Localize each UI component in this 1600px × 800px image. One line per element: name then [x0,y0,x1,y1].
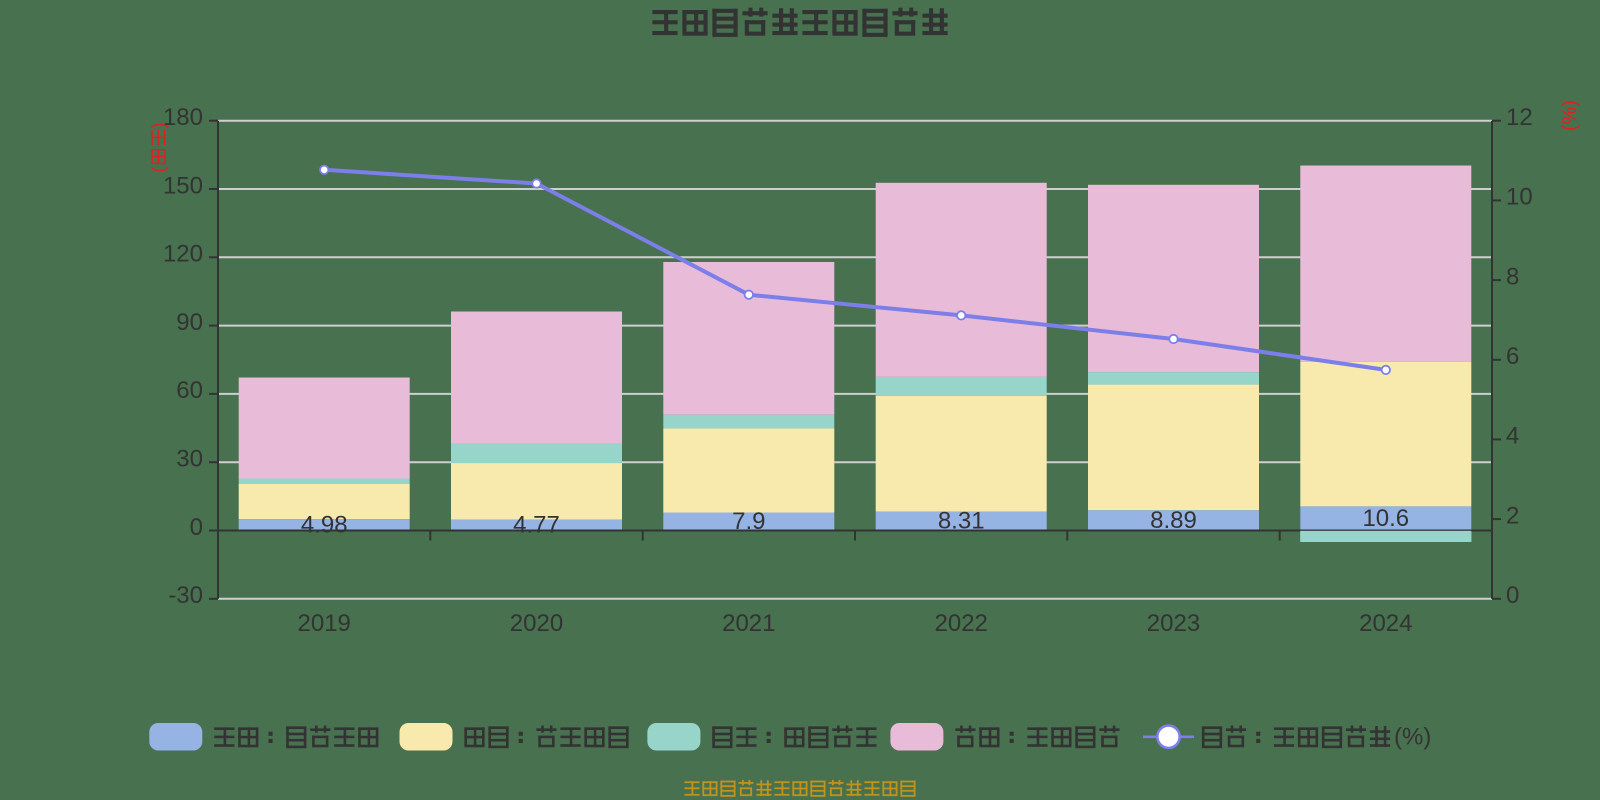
svg-text:2023: 2023 [1147,610,1200,637]
svg-text:): ) [149,123,169,129]
svg-text:8.31: 8.31 [938,508,985,535]
svg-text:12: 12 [1506,104,1533,131]
svg-text:0: 0 [190,514,203,541]
svg-text:10.6: 10.6 [1362,505,1409,532]
svg-text:60: 60 [176,377,203,404]
svg-text:30: 30 [176,446,203,473]
svg-text:10: 10 [1506,184,1533,211]
svg-text:2: 2 [1506,502,1519,529]
svg-text:7.9: 7.9 [732,508,765,535]
svg-text:2021: 2021 [722,610,775,637]
svg-text:4.77: 4.77 [513,512,560,539]
svg-text:8: 8 [1506,263,1519,290]
svg-text:90: 90 [176,309,203,336]
svg-text:6: 6 [1506,343,1519,370]
svg-text:2020: 2020 [510,610,563,637]
svg-text:120: 120 [163,241,203,268]
svg-text:2019: 2019 [298,610,351,637]
svg-text:2024: 2024 [1359,610,1412,637]
svg-text:-30: -30 [168,582,203,609]
svg-text:4.98: 4.98 [301,511,348,538]
svg-text:(%): (%) [1559,100,1581,131]
svg-text:4: 4 [1506,423,1519,450]
svg-text:8.89: 8.89 [1150,507,1197,534]
svg-text:(: ( [149,167,169,173]
svg-text:(%): (%) [1394,723,1431,750]
svg-text:150: 150 [163,172,203,199]
svg-text:180: 180 [163,104,203,131]
svg-text:2022: 2022 [935,610,988,637]
svg-text:0: 0 [1506,582,1519,609]
